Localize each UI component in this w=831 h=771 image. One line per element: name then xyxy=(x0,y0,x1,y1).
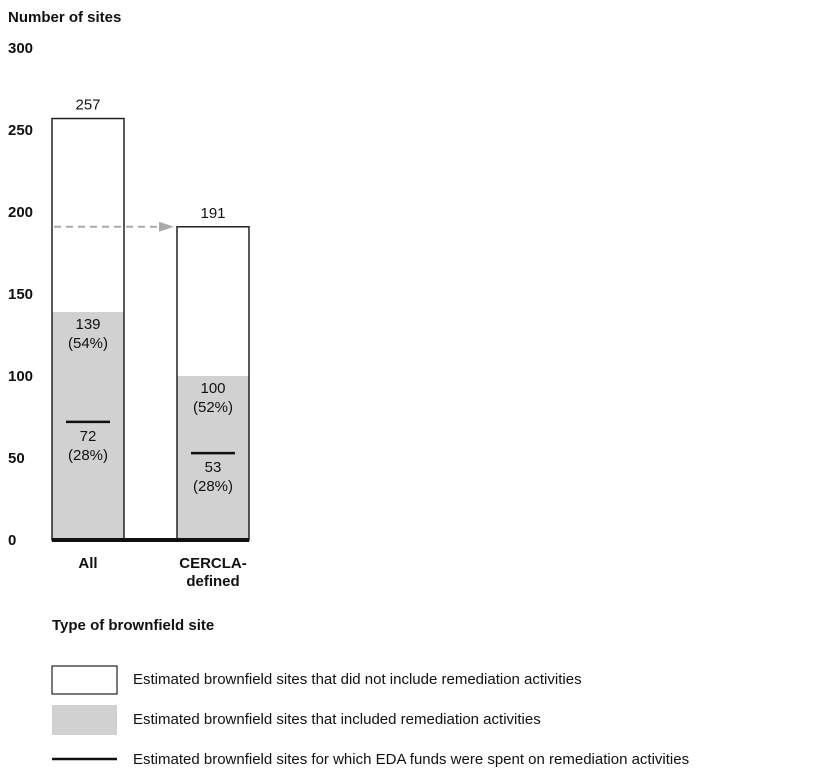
eda-value-label: (28%) xyxy=(68,447,108,464)
eda-value-label: 53 xyxy=(205,459,222,476)
category-label: All xyxy=(78,555,97,572)
remediation-value-label: 100 xyxy=(200,380,225,397)
category-label: defined xyxy=(186,573,239,590)
bar-segment-no-remediation xyxy=(177,226,249,376)
bar-segment-no-remediation xyxy=(52,118,124,313)
legend-swatch-no-remediation xyxy=(51,665,118,695)
bar-segment-remediation xyxy=(52,312,124,540)
connector-arrow-head xyxy=(159,221,174,232)
y-tick-label: 200 xyxy=(8,204,33,221)
bar-total-label: 257 xyxy=(75,97,100,114)
y-axis-title: Number of sites xyxy=(8,9,121,26)
eda-value-label: 72 xyxy=(80,428,97,445)
legend-label-eda: Estimated brownfield sites for which EDA… xyxy=(133,751,689,768)
legend-label-remediation: Estimated brownfield sites that included… xyxy=(133,711,541,728)
y-tick-label: 0 xyxy=(8,532,16,549)
bar-total-label: 191 xyxy=(200,205,225,222)
y-tick-label: 250 xyxy=(8,122,33,139)
remediation-value-label: (54%) xyxy=(68,335,108,352)
legend-swatch-remediation xyxy=(52,705,117,735)
y-tick-label: 300 xyxy=(8,40,33,57)
y-tick-label: 50 xyxy=(8,450,25,467)
eda-value-label: (28%) xyxy=(193,478,233,495)
y-tick-label: 100 xyxy=(8,368,33,385)
remediation-value-label: 139 xyxy=(75,316,100,333)
category-label: CERCLA- xyxy=(179,555,247,572)
bar-segment-remediation xyxy=(177,376,249,540)
remediation-value-label: (52%) xyxy=(193,399,233,416)
x-axis-title: Type of brownfield site xyxy=(52,617,214,634)
y-tick-label: 150 xyxy=(8,286,33,303)
legend-label-no-remediation: Estimated brownfield sites that did not … xyxy=(133,671,582,688)
